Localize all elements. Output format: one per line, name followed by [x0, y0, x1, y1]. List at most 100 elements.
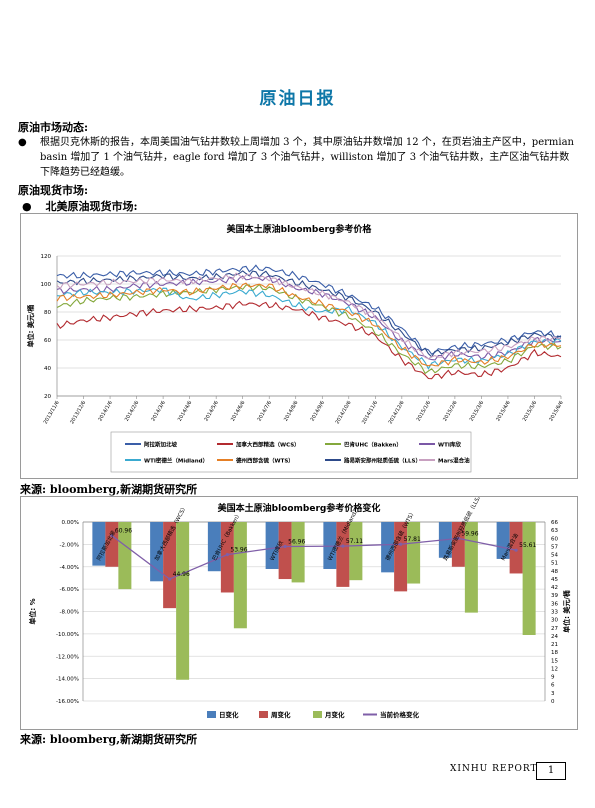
chart2-bar: [220, 522, 234, 593]
chart2-legend-label: 周变化: [271, 710, 291, 719]
chart1-x-tick-label: 2014/11/6: [361, 400, 379, 425]
chart2-legend-label: 月变化: [324, 710, 345, 719]
chart1-series-line: [56, 283, 562, 375]
chart1-y-tick-label: 120: [41, 254, 52, 260]
chart2-bar: [92, 522, 106, 566]
chart2-y-axis-label: 单位: %: [28, 598, 37, 624]
chart2-price-point: [283, 544, 287, 549]
chart1-x-tick-label: 2014/4/6: [177, 400, 193, 422]
chart2-price-point: [225, 553, 229, 557]
page-number: 1: [536, 762, 566, 780]
chart2-y-tick-label: -2.00%: [60, 542, 79, 548]
chart1-series-line: [56, 287, 562, 370]
chart1-legend-label: WTI库欣: [438, 441, 461, 449]
chart2-y2-tick-label: 48: [551, 569, 558, 575]
chart1-source: 来源: bloomberg,新湖期货研究所: [20, 483, 198, 496]
chart2-y2-tick-label: 21: [551, 642, 558, 648]
chart1-title: 美国本土原油bloomberg参考价格: [227, 223, 373, 235]
chart1-legend-label: 阿拉斯加北坡: [144, 441, 178, 449]
chart2-y2-tick-label: 42: [551, 585, 558, 591]
chart1-y-tick-label: 60: [44, 338, 51, 344]
chart2-y2-tick-label: 15: [551, 658, 558, 664]
chart2-bar: [381, 522, 395, 573]
chart2-bar: [323, 522, 337, 569]
chart2-price-label: 44.96: [173, 571, 190, 578]
bullet-icon: ●: [18, 137, 27, 148]
chart2-y2-tick-label: 33: [551, 610, 558, 616]
chart2-bar: [394, 522, 408, 592]
market-news-text: 根据贝克休斯的报告，本周美国油气钻井数较上周增加 3 个，其中原油钻井数增加 1…: [40, 137, 574, 178]
chart1-x-tick-label: 2015/4/6: [495, 400, 511, 422]
chart2-price-label: 60.96: [115, 528, 132, 535]
chart2-legend-swatch: [259, 711, 268, 718]
chart1-legend-label: 巴肯UHC（Bakken）: [344, 441, 402, 449]
chart2-price-label: 55.61: [519, 542, 536, 549]
chart2-y2-tick-label: 39: [551, 593, 558, 599]
chart1-y-tick-label: 100: [41, 282, 52, 288]
chart2-price-line: [111, 535, 517, 580]
chart2-legend-swatch: [207, 711, 216, 718]
chart2-bar: [349, 522, 363, 581]
chart2-y-tick-label: -12.00%: [56, 654, 79, 660]
chart1-x-tick-label: 2014/10/6: [335, 400, 353, 425]
chart2-bar: [265, 522, 279, 569]
chart2-price-point: [456, 536, 460, 540]
chart2-bar: [407, 522, 421, 584]
chart2-bar: [464, 522, 478, 613]
chart1-x-tick-label: 2015/1/6: [416, 400, 432, 422]
chart1-x-tick-label: 2014/12/6: [388, 400, 406, 425]
chart2-bar: [291, 522, 305, 583]
market-news-heading: 原油市场动态:: [18, 121, 89, 134]
chart2-price-label: 57.11: [346, 538, 363, 545]
chart2-bar: [233, 522, 247, 629]
chart2-y2-tick-label: 36: [551, 601, 558, 607]
chart1-x-tick-label: 2015/5/6: [522, 400, 538, 422]
chart1-x-tick-label: 2013/11/6: [43, 400, 61, 425]
chart2-price-point: [514, 548, 518, 552]
chart1-x-tick-label: 2014/8/6: [283, 400, 299, 422]
chart1-legend-label: WTI密德兰（Midland）: [144, 457, 208, 465]
chart2-y2-axis-label: 单位: 美元/桶: [562, 590, 571, 633]
chart1-y-axis-label: 单位: 美元/桶: [26, 305, 35, 348]
chart2-y-tick-label: -8.00%: [60, 610, 79, 616]
chart2-y-tick-label: -16.00%: [56, 699, 79, 705]
price-chart-frame: 美国本土原油bloomberg参考价格 20 40 60 80 100 120 单位: 美元/…: [20, 213, 578, 479]
chart1-legend-label: 德州西部含硫（WTS）: [235, 457, 294, 465]
chart1-x-tick-label: 2014/6/6: [230, 400, 246, 422]
chart2-y2-tick-label: 12: [551, 666, 558, 672]
chart2-bar: [336, 522, 350, 587]
chart1-series-line: [56, 282, 562, 367]
chart2-y2-tick-label: 45: [551, 577, 558, 583]
chart2-y2-tick-label: 18: [551, 650, 558, 656]
chart1-y-tick-label: 80: [44, 310, 51, 316]
bullet-icon: ●: [22, 200, 32, 213]
page-title: 原油日报: [259, 89, 336, 109]
chart2-bar: [163, 522, 177, 609]
chart2-bar: [176, 522, 190, 680]
chart2-bar: [522, 522, 536, 635]
chart1-series-line: [56, 300, 562, 380]
chart2-source: 来源: bloomberg,新湖期货研究所: [20, 733, 198, 746]
chart2-y2-tick-label: 27: [551, 626, 558, 632]
chart1-x-tick-label: 2015/3/6: [469, 400, 485, 422]
chart2-y2-tick-label: 6: [551, 683, 555, 689]
chart2-price-point: [399, 542, 403, 546]
chart2-y-tick-label: -4.00%: [60, 565, 79, 571]
chart1-y-tick-label: 20: [44, 394, 51, 400]
chart2-price-label: 59.96: [461, 530, 478, 537]
chart1-legend-label: 路易斯安那州轻质低硫（LLS）: [344, 457, 421, 465]
chart1-y-tick-label: 40: [44, 366, 51, 372]
chart1-x-tick-label: 2014/7/6: [257, 400, 273, 422]
market-news-paragraph: ● 根据贝克休斯的报告，本周美国油气钻井数较上周增加 3 个，其中原油钻井数增加…: [18, 135, 578, 180]
chart1-x-tick-label: 2015/6/6: [548, 400, 564, 422]
chart2-bar: [278, 522, 292, 580]
report-label: XINHU REPORT: [450, 764, 538, 774]
chart1-x-tick-label: 2014/1/6: [97, 400, 113, 422]
chart2-y2-tick-label: 60: [551, 536, 558, 542]
change-chart-frame: 美国本土原油bloomberg参考价格变化 0.00% -2.00% -4.00% -6…: [20, 491, 578, 730]
chart2-price-label: 57.81: [404, 536, 421, 543]
chart2-y2-tick-label: 30: [551, 618, 558, 624]
chart1-x-tick-label: 2014/9/6: [310, 400, 326, 422]
chart2-title: 美国本土原油bloomberg参考价格变化: [218, 502, 381, 514]
chart2-y2-tick-label: 51: [551, 561, 558, 567]
